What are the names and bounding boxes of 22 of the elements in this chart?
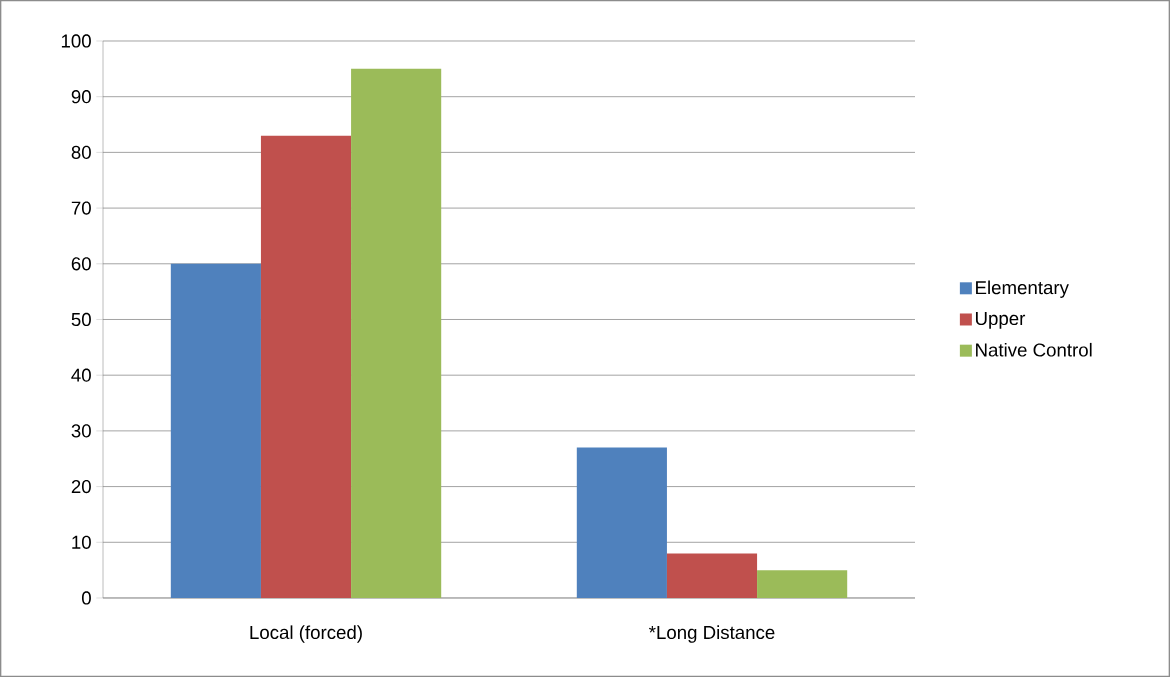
x-tick-label: *Long Distance (649, 625, 775, 643)
bar (666, 553, 758, 598)
bar (260, 135, 352, 598)
y-tick-label: 80 (71, 145, 91, 159)
y-tick-label: 50 (71, 312, 91, 327)
y-tick-label: 70 (71, 201, 91, 215)
y-tick-label: 30 (71, 424, 91, 438)
x-tick-label: Local (forced) (250, 625, 362, 643)
bar (170, 263, 261, 598)
y-tick-label: 20 (71, 479, 91, 494)
y-tick-label: 10 (72, 535, 91, 549)
y-tick-label: 40 (71, 368, 91, 382)
legend-label: Elementary (976, 280, 1069, 298)
bar (351, 68, 442, 598)
legend-label: Upper (975, 312, 1026, 329)
legend-label: Native Control (976, 342, 1092, 357)
y-tick-label: 60 (71, 257, 91, 271)
bar (576, 447, 667, 598)
bar (757, 570, 848, 598)
y-tick-label: 0 (81, 591, 91, 605)
y-tick-label: 100 (61, 34, 91, 48)
y-tick-label: 90 (71, 90, 91, 104)
